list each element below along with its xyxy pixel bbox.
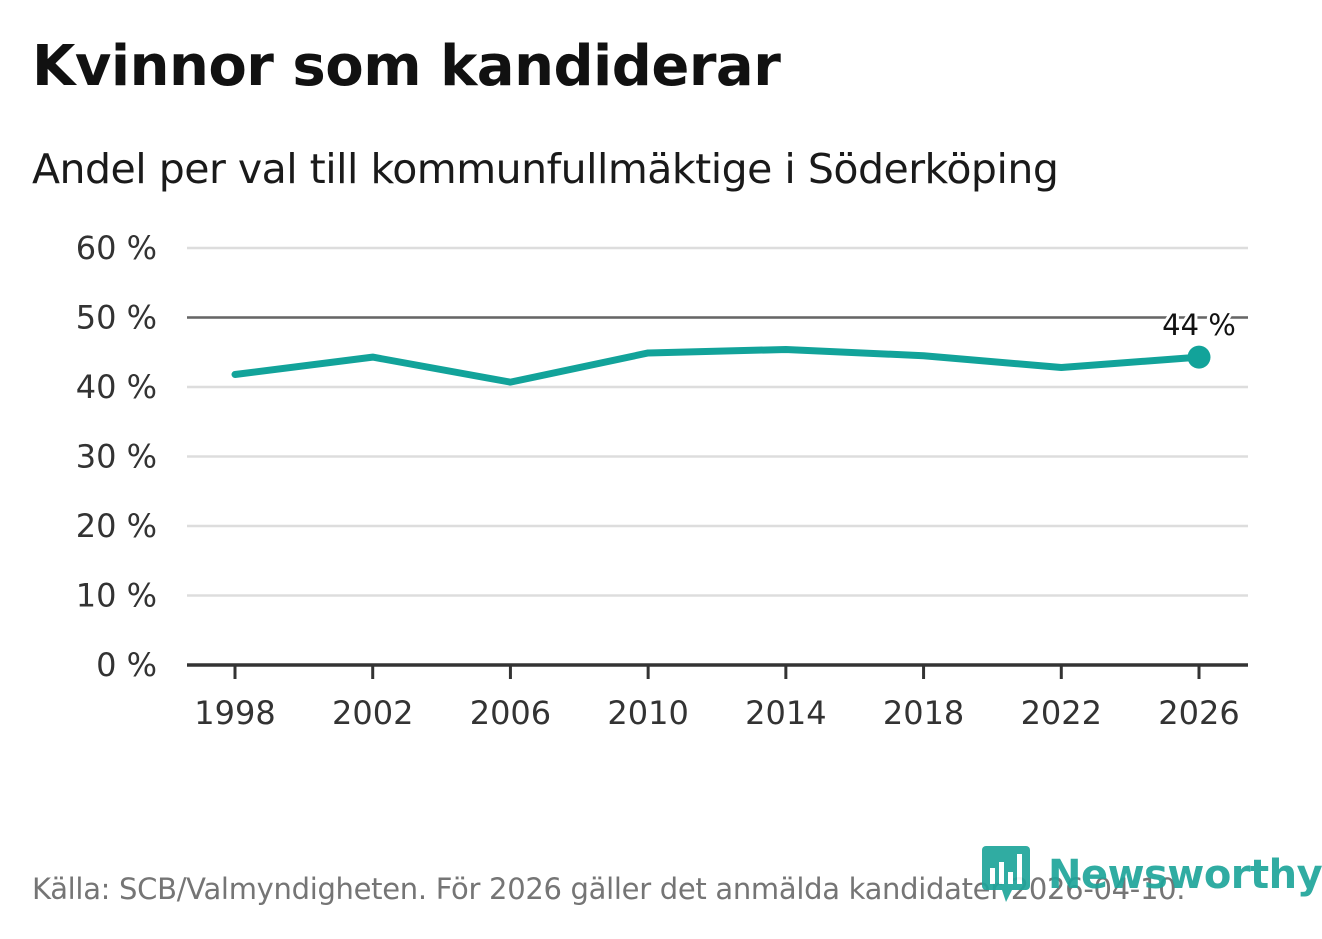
y-tick-label: 30 %	[76, 438, 157, 476]
x-tick-label: 2014	[745, 694, 826, 732]
newsworthy-logo-icon	[982, 846, 1030, 904]
brand: Newsworthy	[982, 846, 1322, 904]
x-tick-label: 2022	[1021, 694, 1102, 732]
y-tick-label: 50 %	[76, 299, 157, 337]
chart-subtitle: Andel per val till kommunfullmäktige i S…	[32, 145, 1059, 193]
series-line	[231, 345, 1203, 386]
x-tick-label: 2002	[332, 694, 413, 732]
data-point-last	[1187, 345, 1211, 369]
x-tick-label: 2006	[470, 694, 551, 732]
x-tick-label: 2010	[607, 694, 688, 732]
y-tick-label: 40 %	[76, 368, 157, 406]
y-tick-label: 60 %	[76, 229, 157, 267]
y-tick-label: 20 %	[76, 507, 157, 545]
y-tick-label: 10 %	[76, 577, 157, 615]
x-tick-label: 2026	[1158, 694, 1239, 732]
x-tick-label: 2018	[883, 694, 964, 732]
chart-title: Kvinnor som kandiderar	[32, 34, 781, 99]
x-tick-label: 1998	[194, 694, 275, 732]
brand-name: Newsworthy	[1048, 852, 1322, 898]
data-label-last: 44 %	[1162, 308, 1236, 342]
y-tick-label: 0 %	[96, 646, 157, 684]
